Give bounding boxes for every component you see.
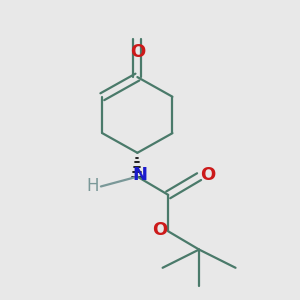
Text: O: O bbox=[152, 221, 167, 239]
Text: H: H bbox=[86, 177, 99, 195]
Text: O: O bbox=[130, 43, 145, 61]
Text: O: O bbox=[200, 166, 216, 184]
Text: N: N bbox=[133, 166, 148, 184]
